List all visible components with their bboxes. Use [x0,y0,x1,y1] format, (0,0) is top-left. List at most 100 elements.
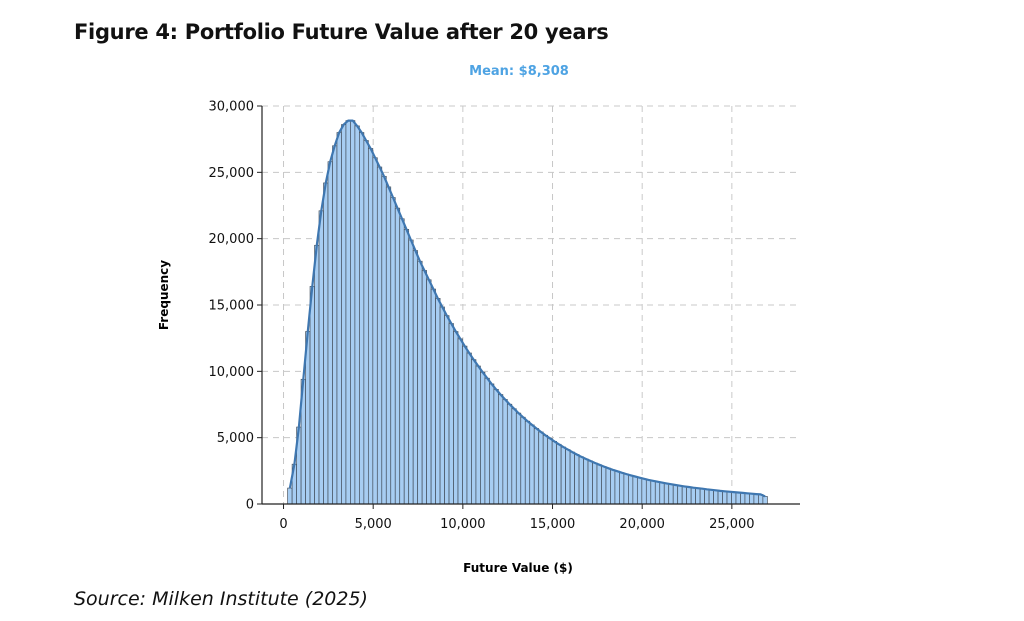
histogram-bar [417,260,423,505]
histogram-bar [318,210,324,505]
histogram-bar [717,490,723,505]
histogram-bar [363,140,369,505]
histogram-bar [489,383,495,505]
histogram-bar [583,458,589,505]
histogram-bar [529,424,535,505]
histogram-bar [654,481,661,505]
histogram-bar [641,478,647,505]
histogram-bar [376,166,383,505]
histogram-bar [381,175,387,505]
histogram-bar [659,482,665,505]
histogram-bar [385,186,392,505]
histogram-bar [394,207,401,505]
histogram-bar [345,120,351,505]
histogram-bar [444,315,450,505]
histogram-bar [462,345,468,505]
chart-svg: Mean: $8,308 0 5,000 10,000 15,000 20,000 25,… [157,64,800,575]
histogram-bar [484,377,490,505]
histogram-bar [619,472,625,505]
histogram-bar [538,431,544,505]
x-tick-label: 25,000 [709,517,755,532]
y-tick-label: 15,000 [209,299,255,314]
histogram-bar [695,487,701,505]
histogram-bar [515,412,522,505]
histogram-bar [690,487,696,505]
histogram-bar [614,470,620,505]
histogram-bar [565,449,571,505]
histogram-bar [354,125,360,505]
histogram-bar [533,428,540,505]
histogram-bar [601,466,607,505]
histogram-bar [708,489,714,505]
histogram-bar [645,479,652,505]
histogram-bar [623,473,629,505]
x-tick-label: 0 [279,517,287,532]
x-tick-label: 20,000 [619,517,665,532]
histogram-bar [412,250,419,505]
histogram-bar [744,492,750,505]
histogram-bar [309,286,315,505]
histogram-bar [569,451,575,505]
histogram-bar [439,306,445,505]
histogram-bar [327,161,333,505]
histogram-bar [457,338,463,505]
histogram-bar [636,477,643,505]
histogram-bar [704,488,710,505]
x-tick-label: 15,000 [530,517,576,532]
histogram-bar [520,416,526,505]
histogram-bar [336,132,342,505]
histogram-bar [323,182,329,505]
y-tick-label: 25,000 [209,166,255,181]
histogram-bar [408,239,414,505]
density-curve [288,119,766,498]
histogram-bar [466,352,472,505]
figure-title: Figure 4: Portfolio Future Value after 2… [74,20,609,44]
histogram-bar [578,456,584,505]
histogram-bar [475,365,481,505]
y-tick-label: 10,000 [209,365,255,380]
histogram-bar [453,331,459,505]
histogram-bar [493,389,499,505]
x-tick-label: 10,000 [440,517,486,532]
histogram-bar [681,486,688,505]
histogram-bar [314,244,320,505]
histogram-bar [341,124,347,505]
histogram-bar [596,464,602,505]
histogram-bar [480,371,486,505]
histogram-bar [556,443,562,505]
histogram-bar [421,270,427,505]
histogram-bar [699,488,705,505]
histogram-bar [448,323,454,505]
histogram-bar [740,492,746,505]
histogram-bar [753,493,759,505]
histogram-bar [605,467,611,505]
histogram-bar [399,218,405,505]
y-tick-label: 30,000 [209,100,255,115]
histogram-bar [547,437,553,505]
histogram-bar [390,197,396,505]
source-note: Source: Milken Institute (2025) [74,588,368,610]
histogram-bar [663,483,670,505]
histogram-bar [524,420,531,505]
histogram-bars [287,120,768,505]
y-tick-label: 0 [246,498,254,513]
histogram-bar [551,441,557,505]
histogram-bar [502,399,508,505]
histogram-bar [574,454,580,505]
histogram-bar [650,480,656,505]
x-axis-label: Future Value ($) [463,561,573,575]
y-axis-label: Frequency [157,260,171,330]
histogram-bar [726,491,732,505]
density-curve-layer [288,119,766,498]
histogram-bar [592,462,598,505]
histogram-bar [672,484,679,505]
y-tick-label: 5,000 [217,431,254,446]
histogram-bar [498,394,504,505]
histogram-bar [367,148,374,505]
histogram-bar [610,469,616,505]
histogram-bar [359,132,365,505]
histogram-bar [506,403,513,505]
axes: 0 5,000 10,000 15,000 20,000 25,000 30,000 0 5,0… [209,100,800,532]
histogram-bar [762,496,768,505]
chart-title: Mean: $8,308 [469,64,569,79]
